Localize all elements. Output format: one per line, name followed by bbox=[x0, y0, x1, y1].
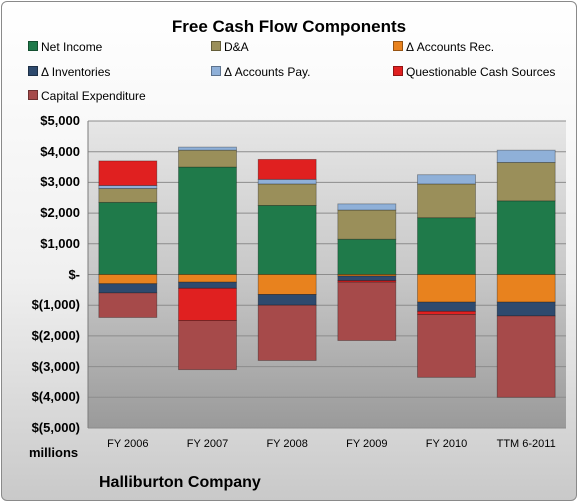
legend-swatch bbox=[211, 66, 221, 76]
legend-swatch bbox=[211, 41, 221, 51]
bar-segment bbox=[178, 166, 237, 275]
legend-label: Δ Accounts Pay. bbox=[224, 65, 311, 79]
bar-segment bbox=[257, 274, 317, 295]
bar-segment bbox=[98, 185, 158, 189]
legend-item-inventories: Δ Inventories bbox=[28, 65, 110, 79]
x-tick-label: FY 2007 bbox=[186, 438, 229, 450]
bar-segment bbox=[496, 315, 556, 398]
bar-segment bbox=[417, 174, 476, 185]
company-name: Halliburton Company bbox=[99, 474, 261, 491]
y-tick-label: $1,000 bbox=[40, 235, 80, 251]
bar-segment bbox=[98, 188, 158, 203]
y-tick-label: $(4,000) bbox=[31, 389, 80, 405]
y-tick-label: $4,000 bbox=[40, 143, 80, 159]
bar-segment bbox=[337, 281, 397, 341]
y-tick-label: $(5,000) bbox=[31, 420, 80, 435]
legend-label: Capital Expenditure bbox=[41, 89, 146, 103]
bar-segment bbox=[337, 238, 397, 275]
bar-segment bbox=[417, 301, 476, 312]
legend-swatch bbox=[28, 66, 38, 76]
legend-label: Δ Inventories bbox=[41, 65, 111, 79]
x-tick-label: FY 2009 bbox=[346, 438, 388, 450]
legend-item-questionable-cash: Questionable Cash Sources bbox=[393, 65, 555, 79]
bar-segment bbox=[257, 158, 317, 180]
bar-segment bbox=[98, 274, 158, 285]
bar-segment bbox=[178, 146, 237, 151]
bar-segment bbox=[98, 283, 158, 294]
bar-segment bbox=[178, 149, 237, 168]
bar-segment bbox=[178, 274, 237, 283]
legend-item-capex: Capital Expenditure bbox=[28, 89, 146, 103]
bar-segment bbox=[257, 304, 317, 361]
x-tick-label: FY 2010 bbox=[425, 438, 468, 450]
bar-segment bbox=[337, 209, 397, 240]
legend-item-da: D&A bbox=[211, 40, 249, 54]
bar-segment bbox=[417, 310, 476, 315]
legend-label: Net Income bbox=[41, 40, 103, 54]
bar-segment bbox=[337, 203, 397, 211]
chart-title: Free Cash Flow Components bbox=[171, 17, 407, 36]
legend-label: Δ Accounts Rec. bbox=[406, 40, 495, 54]
legend-swatch bbox=[28, 41, 38, 51]
bar-segment bbox=[417, 217, 476, 275]
y-tick-label: $(2,000) bbox=[31, 327, 80, 343]
bar-segment bbox=[496, 274, 556, 303]
bar-segment bbox=[417, 314, 476, 378]
legend-swatch bbox=[28, 90, 38, 100]
legend-item-accounts-pay: Δ Accounts Pay. bbox=[211, 65, 311, 79]
bar-segment bbox=[178, 287, 237, 321]
x-tick-label: TTM 6-2011 bbox=[496, 438, 556, 450]
bar-segment bbox=[178, 320, 237, 371]
bar-segment bbox=[337, 275, 397, 282]
bar-segment bbox=[257, 205, 317, 275]
bar-segment bbox=[98, 201, 158, 275]
bar-segment bbox=[496, 301, 556, 317]
bar-segment bbox=[417, 183, 476, 219]
legend-swatch bbox=[393, 66, 403, 76]
bar-segment bbox=[496, 162, 556, 202]
y-tick-label: $- bbox=[68, 266, 80, 282]
bar-segment bbox=[257, 183, 317, 206]
y-tick-label: $3,000 bbox=[40, 174, 80, 190]
x-tick-label: FY 2008 bbox=[266, 438, 308, 450]
y-tick-label: $5,000 bbox=[40, 113, 80, 128]
bar-segment bbox=[417, 274, 476, 303]
legend-item-net-income: Net Income bbox=[28, 40, 102, 54]
bar-segment bbox=[257, 178, 317, 185]
legend-label: Questionable Cash Sources bbox=[406, 65, 556, 79]
legend-label: D&A bbox=[224, 40, 249, 54]
legend-item-accounts-rec: Δ Accounts Rec. bbox=[393, 40, 494, 54]
bar-segment bbox=[496, 149, 556, 163]
y-tick-label: $2,000 bbox=[40, 205, 80, 221]
y-tick-label: $(3,000) bbox=[31, 358, 80, 374]
legend-swatch bbox=[393, 41, 403, 51]
units-label: millions bbox=[29, 445, 79, 460]
bar-segment bbox=[98, 160, 158, 186]
bar-segment bbox=[98, 292, 158, 318]
bar-segment bbox=[257, 294, 317, 306]
bar-segment bbox=[496, 200, 556, 275]
bar-segment bbox=[178, 281, 237, 289]
y-tick-label: $(1,000) bbox=[31, 297, 80, 313]
x-tick-label: FY 2006 bbox=[107, 438, 149, 450]
